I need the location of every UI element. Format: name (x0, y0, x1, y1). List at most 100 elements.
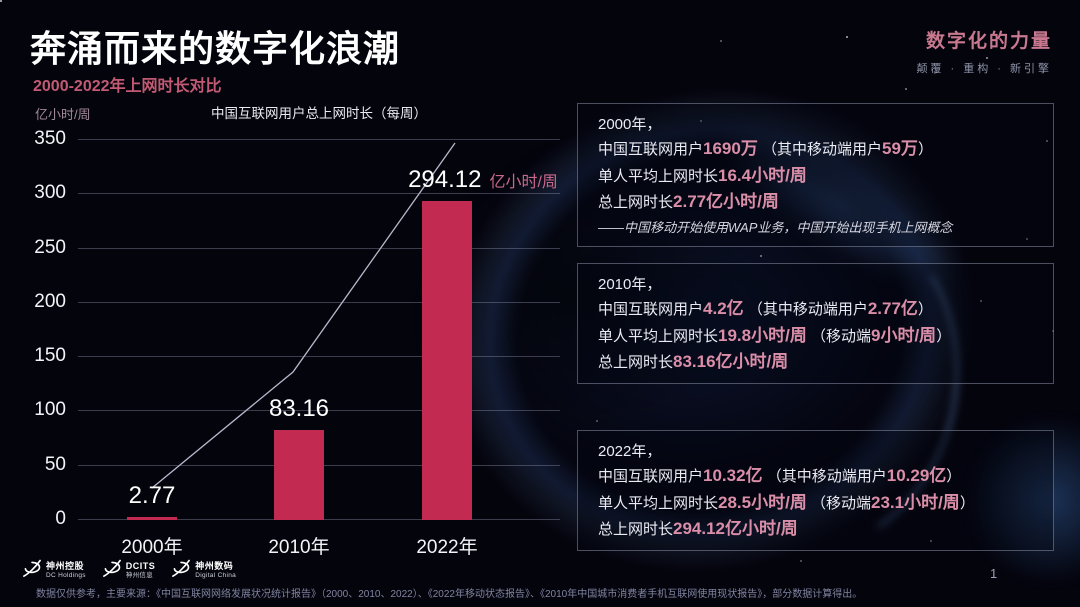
plot-area: 0 50 100 150 200 250 300 350 2.77 2000年 83.16 2010年… (34, 128, 560, 558)
info-box-line: 中国互联网用户1690万 （其中移动端用户59万） (598, 136, 1033, 162)
info-box-line: 单人平均上网时长16.4小时/周 (598, 163, 1033, 189)
highlight-value: 59万 (882, 139, 918, 159)
gridline (78, 410, 560, 412)
y-axis-unit-label: 亿小时/周 (35, 107, 91, 122)
highlight-value: 4.2亿 (703, 299, 744, 319)
y-axis-tick: 100 (34, 399, 66, 421)
info-box-year: 2010年， (598, 276, 662, 293)
info-text: 总上网时长 (598, 353, 674, 371)
page-number: 1 (990, 566, 998, 581)
info-text: 单人平均上网时长 (598, 167, 719, 185)
info-text: 单人平均上网时长 (598, 494, 719, 512)
y-axis-tick: 200 (34, 290, 66, 312)
info-box-line: 单人平均上网时长19.8小时/周 （移动端9小时/周） (598, 323, 1033, 349)
bar-2010年 (274, 429, 324, 520)
logo-name: DCITS (125, 560, 156, 571)
y-axis-tick: 300 (34, 182, 66, 204)
gridline (78, 301, 560, 303)
gridline (78, 139, 560, 140)
gridline (78, 193, 560, 195)
highlight-value: 10.32亿 (703, 466, 763, 486)
logo-text: 神州控股 DC Holdings (46, 560, 86, 579)
info-box-line: 中国互联网用户10.32亿 （其中移动端用户10.29亿） (598, 463, 1033, 489)
logo-subtitle: Digital China (195, 571, 237, 579)
highlight-value: 16.4小时/周 (718, 165, 807, 185)
info-text: 中国互联网用户 (598, 141, 704, 159)
logo-text: DCITS 神州信息 (125, 560, 156, 579)
logo-name: 神州控股 (46, 560, 85, 571)
year-info-box-2: 2010年， 中国互联网用户4.2亿 （其中移动端用户2.77亿） 单人平均上网时长… (577, 263, 1054, 385)
info-text: （移动端 (806, 494, 871, 512)
info-text: （移动端 (806, 327, 871, 345)
info-text: 单人平均上网时长 (598, 327, 719, 345)
bar-value-label: 83.16 (269, 395, 329, 423)
bar-value-label: 294.12 亿小时/周 (408, 166, 558, 194)
highlight-value: 2.77亿 (867, 299, 918, 319)
starfield-art (0, 0, 2, 2)
info-box-year: 2022年， (598, 443, 662, 460)
info-text: ） (959, 494, 975, 512)
chart-title: 中国互联网用户总上网时长（每周） (211, 106, 427, 121)
company-logo-1: 神州控股 DC Holdings (22, 558, 86, 583)
galaxy-logo-icon (22, 558, 42, 583)
y-axis-tick: 250 (34, 236, 66, 258)
info-box-line: 总上网时长294.12亿小时/周 (598, 516, 1033, 542)
info-text: 总上网时长 (598, 193, 674, 211)
highlight-value: 294.12亿小时/周 (673, 518, 798, 538)
gridline (78, 356, 560, 358)
highlight-value: 23.1小时/周 (871, 492, 960, 512)
info-box-line: 总上网时长2.77亿小时/周 (598, 189, 1033, 215)
info-text: ） (936, 327, 952, 345)
info-box-line: 单人平均上网时长28.5小时/周 （移动端23.1小时/周） (598, 490, 1033, 516)
x-axis-label: 2010年 (268, 537, 330, 558)
info-text: （其中移动端用户 (762, 468, 887, 486)
y-axis-tick: 150 (34, 345, 66, 367)
highlight-value: 10.29亿 (886, 466, 947, 486)
brand-block: 数字化的力量 颠覆 · 重构 · 新引擎 (916, 26, 1052, 76)
company-logos: 神州控股 DC Holdings DCITS 神州信息 神州数码 Digital Chin… (22, 558, 236, 583)
bar-value-label: 2.77 (129, 482, 176, 510)
logo-subtitle: DC Holdings (46, 571, 86, 579)
year-info-box-3: 2022年， 中国互联网用户10.32亿 （其中移动端用户10.29亿） 单人平均上… (577, 430, 1054, 552)
logo-text: 神州数码 Digital China (195, 560, 237, 579)
bar-value: 294.12 (408, 165, 482, 193)
page-title: 奔涌而来的数字化浪潮 (30, 28, 401, 69)
info-text: 中国互联网用户 (598, 301, 704, 319)
page-subtitle: 2000-2022年上网时长对比 (33, 78, 222, 95)
highlight-value: 19.8小时/周 (718, 325, 807, 345)
info-text: 中国互联网用户 (598, 468, 704, 486)
logo-name: 神州数码 (195, 560, 234, 571)
galaxy-logo-icon (171, 558, 191, 583)
info-text: ） (917, 301, 933, 319)
info-text: （其中移动端用户 (757, 141, 883, 159)
brand-tagline: 颠覆 · 重构 · 新引擎 (916, 63, 1052, 75)
bar-value: 83.16 (268, 394, 330, 422)
highlight-value: 83.16亿小时/周 (673, 351, 789, 371)
y-axis-tick: 0 (55, 508, 66, 529)
galaxy-logo-icon (102, 558, 122, 583)
gridline (78, 247, 560, 249)
bar-value-unit: 亿小时/周 (489, 173, 558, 191)
highlight-value: 9小时/周 (871, 325, 937, 345)
bar-value: 2.77 (128, 482, 176, 509)
y-axis-tick: 50 (44, 453, 66, 475)
year-info-box-1: 2000年， 中国互联网用户1690万 （其中移动端用户59万） 单人平均上网时长1… (577, 103, 1054, 248)
y-axis-tick: 350 (34, 128, 66, 149)
company-logo-3: 神州数码 Digital China (171, 558, 236, 583)
highlight-value: 1690万 (703, 139, 758, 159)
info-text: ） (946, 468, 962, 486)
logo-subtitle: 神州信息 (125, 571, 153, 579)
info-box-year: 2000年， (598, 116, 662, 133)
bar-2000年 (127, 517, 177, 520)
x-axis-label: 2022年 (416, 537, 478, 558)
info-text: ） (917, 141, 933, 159)
highlight-value: 28.5小时/周 (718, 492, 807, 512)
info-text: 总上网时长 (598, 520, 674, 538)
highlight-value: 2.77亿小时/周 (673, 191, 779, 211)
info-text: （其中移动端用户 (743, 301, 868, 319)
data-source-note: 数据仅供参考，主要来源：《中国互联网网络发展状况统计报告》（2000、2010、… (36, 589, 863, 600)
bar-2022年 (422, 200, 472, 520)
company-logo-2: DCITS 神州信息 (102, 558, 156, 583)
brand-title: 数字化的力量 (925, 31, 1052, 52)
